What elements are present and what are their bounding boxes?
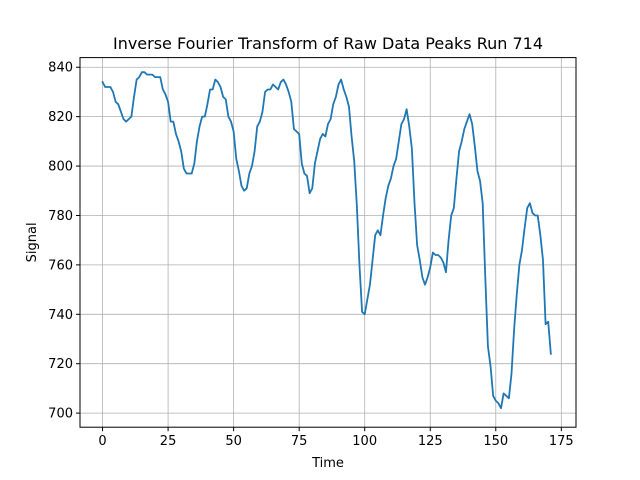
x-axis-label: Time — [311, 456, 344, 471]
series-line-0 — [101, 71, 552, 410]
x-tick-label: 75 — [291, 434, 308, 449]
plot-frame — [79, 57, 577, 428]
x-tick-label: 50 — [225, 434, 242, 449]
y-tick-label: 700 — [48, 407, 73, 422]
y-tick-label: 780 — [48, 209, 73, 224]
chart-title: Inverse Fourier Transform of Raw Data Pe… — [113, 34, 543, 53]
x-tick-label: 25 — [160, 434, 177, 449]
y-tick-label: 820 — [48, 110, 73, 125]
x-tick-label: 150 — [483, 434, 508, 449]
plot-lines — [101, 71, 552, 410]
x-tick-label: 175 — [549, 434, 574, 449]
y-tick-label: 800 — [48, 160, 73, 175]
y-tick-label: 720 — [48, 357, 73, 372]
grid — [80, 57, 576, 428]
y-tick-label: 760 — [48, 258, 73, 273]
y-axis-ticks: 700 720 740 760 780 800 820 840 — [48, 61, 80, 422]
y-tick-label: 740 — [48, 308, 73, 323]
y-tick-label: 840 — [48, 61, 73, 76]
x-tick-label: 0 — [98, 434, 106, 449]
x-tick-label: 125 — [418, 434, 443, 449]
x-tick-label: 100 — [352, 434, 377, 449]
x-axis-ticks: 0 25 50 75 100 125 150 175 — [98, 427, 574, 449]
y-axis-label: Signal — [25, 222, 40, 262]
